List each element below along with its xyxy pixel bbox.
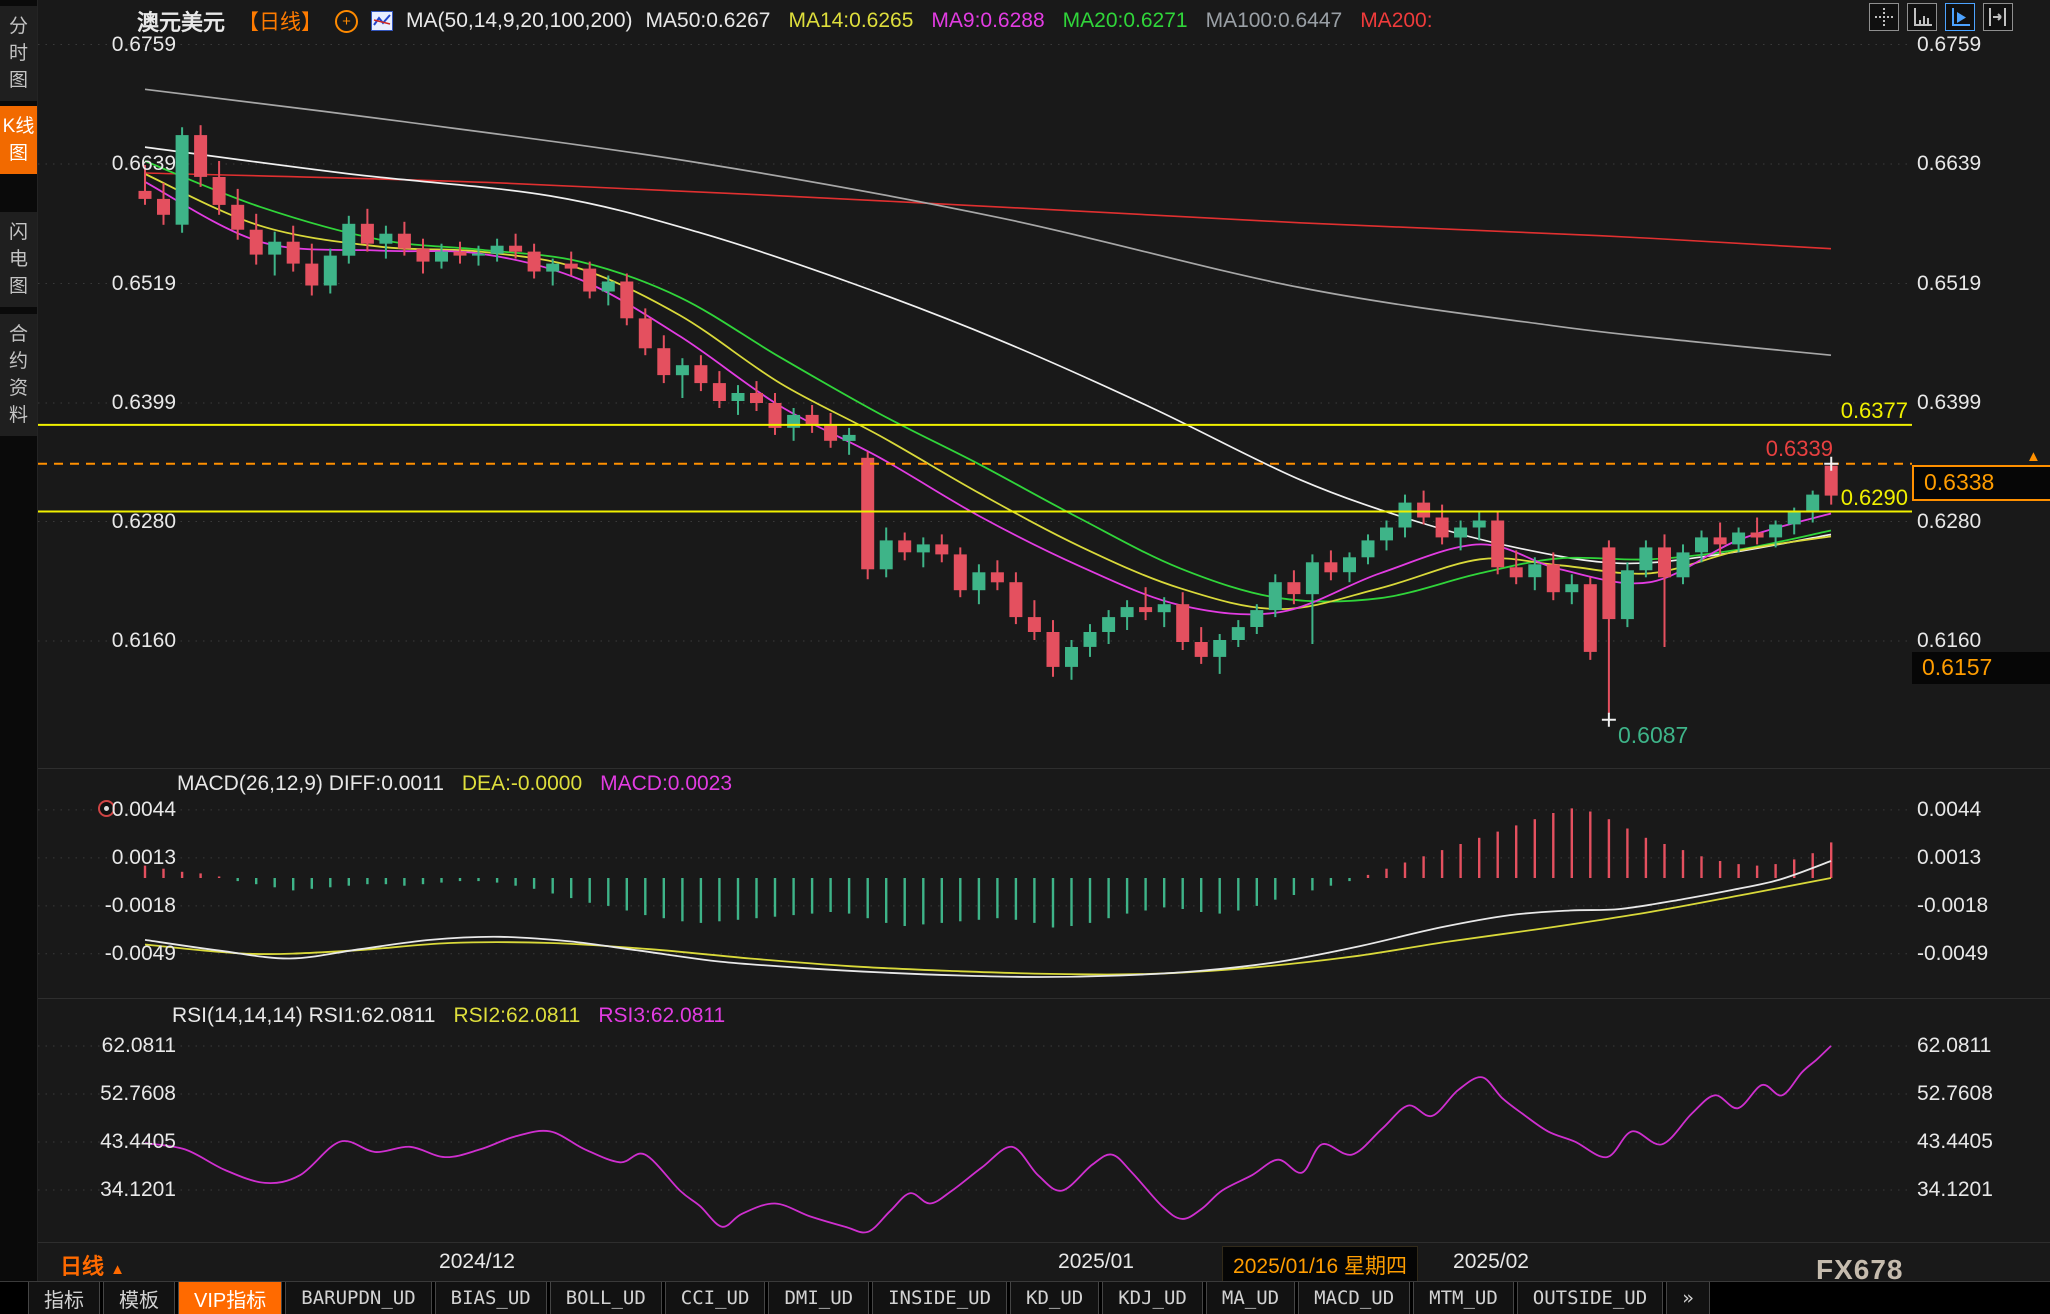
toolbar-item-kd_ud[interactable]: KD_UD	[1010, 1282, 1100, 1314]
rsi-title: RSI(14,14,14) RSI1:62.0811 RSI2:62.0811 RS…	[172, 1004, 725, 1028]
macd-axis-label-left: -0.0018	[104, 893, 176, 917]
toolbar-item-kdj_ud[interactable]: KDJ_UD	[1102, 1282, 1203, 1314]
period-arrow-icon: ▲	[110, 1261, 125, 1278]
toolbar-item-bias_ud[interactable]: BIAS_UD	[434, 1282, 547, 1314]
price-axis-label-left: 0.6399	[111, 391, 176, 414]
indicator-handle-icon[interactable]	[98, 800, 115, 817]
date-axis-label: 2025/02	[1453, 1250, 1529, 1273]
resistance-level-label: 0.6377	[1840, 397, 1908, 423]
macd-axis-label-right: -0.0018	[1917, 893, 1989, 917]
macd-axis-label-right: 0.0044	[1917, 797, 1982, 821]
indicator-title-part: RSI2:62.0811	[453, 1004, 581, 1027]
rsi-axis-label-right: 43.4405	[1917, 1129, 1993, 1153]
toolbar-item-inside_ud[interactable]: INSIDE_UD	[872, 1282, 1008, 1314]
toolbar-item-[interactable]: 模板	[103, 1282, 175, 1314]
add-indicator-icon[interactable]: +	[335, 9, 359, 33]
indicator-title-part: RSI3:62.0811	[598, 1004, 726, 1027]
support-level-label: 0.6290	[1840, 484, 1908, 510]
toolbar-item-ma_ud[interactable]: MA_UD	[1205, 1282, 1296, 1314]
macd-axis-label-left: 0.0044	[111, 797, 176, 821]
period-badge[interactable]: 【日线】	[238, 11, 323, 34]
price-up-arrow-icon: ▲	[2026, 447, 2041, 465]
axis-play-icon[interactable]	[1945, 3, 1975, 31]
price-axis-label-right: 0.6759	[1917, 32, 1982, 56]
macd-title: MACD(26,12,9) DIFF:0.0011 DEA:-0.0000 MACD…	[177, 772, 732, 796]
range-low-tag: 0.6157	[1912, 651, 2050, 684]
selected-date-tag: 2025/01/16 星期四	[1222, 1246, 1418, 1284]
rsi-axis-label-left: 52.7608	[100, 1081, 176, 1105]
toolbar-item-outside_ud[interactable]: OUTSIDE_UD	[1516, 1282, 1664, 1314]
ma-reading: MA9:0.6288	[931, 9, 1045, 32]
toolbar-item-dmi_ud[interactable]: DMI_UD	[768, 1282, 870, 1314]
rsi-axis-label-left: 43.4405	[100, 1129, 176, 1153]
price-axis-label-right: 0.6399	[1917, 391, 1982, 414]
ma-settings-label[interactable]: MA(50,14,9,20,100,200)	[406, 9, 633, 32]
indicator-title-part: MACD:0.0023	[600, 772, 733, 795]
chart-type-sidebar: 分时图 K线图闪电图合约资料	[0, 0, 38, 1281]
indicator-toolbar: 指标 模板 VIP指标 BARUPDN_UD BIAS_UD BOLL_UD CCI_UD D…	[0, 1281, 2050, 1314]
ma-reading: MA200:	[1360, 9, 1433, 32]
indicator-title-part: DEA:-0.0000	[461, 772, 583, 795]
indicator-title-part: MACD(26,12,9) DIFF:0.0011	[177, 772, 444, 795]
macd-axis-label-left: 0.0013	[111, 845, 176, 869]
toolbar-item-cci_ud[interactable]: CCI_UD	[664, 1282, 766, 1314]
price-axis-label-left: 0.6519	[111, 271, 176, 295]
toolbar-item-barupdn_ud[interactable]: BARUPDN_UD	[285, 1282, 432, 1314]
macd-axis-label-right: 0.0013	[1917, 845, 1982, 869]
date-axis-label: 2024/12	[439, 1250, 515, 1273]
toolbar-item-mtm_ud[interactable]: MTM_UD	[1413, 1282, 1514, 1314]
date-axis-label: 2025/01	[1058, 1250, 1134, 1273]
sidebar-tab-3[interactable]: 闪电图	[0, 212, 37, 307]
current-price-tag: 0.6338	[1912, 464, 2050, 501]
price-axis-label-left: 0.6759	[111, 32, 176, 56]
toolbar-item-[interactable]: 指标	[28, 1282, 100, 1314]
macd-axis-label-left: -0.0049	[104, 941, 176, 965]
rsi-axis-label-right: 34.1201	[1917, 1177, 1993, 1201]
crash-low-label: 0.6087	[1618, 721, 1689, 748]
ma-reading: MA14:0.6265	[788, 9, 914, 32]
symbol-name: 澳元美元	[137, 10, 226, 35]
price-axis-label-left: 0.6160	[111, 628, 176, 652]
mini-chart-icon[interactable]	[371, 11, 394, 31]
rsi-axis-label-right: 62.0811	[1917, 1034, 1992, 1057]
period-selector[interactable]: 日线 ▲	[60, 1249, 125, 1281]
period-label: 日线	[60, 1254, 105, 1279]
chart-header: 澳元美元 【日线】 + MA(50,14,9,20,100,200) MA50:…	[137, 5, 1433, 37]
sidebar-tab-4[interactable]: 合约资料	[0, 314, 37, 436]
price-axis-label-right: 0.6639	[1917, 152, 1982, 175]
toolbar-item-macd_ud[interactable]: MACD_UD	[1298, 1282, 1411, 1314]
ma-reading: MA100:0.6447	[1205, 9, 1343, 32]
sidebar-tab-2[interactable]: K线图	[0, 106, 37, 174]
rsi-axis-label-left: 34.1201	[100, 1177, 176, 1201]
price-axis-label-right: 0.6160	[1917, 628, 1982, 652]
alert-price-label: 0.6339	[1765, 435, 1833, 461]
toolbar-item-[interactable]: »	[1666, 1282, 1710, 1314]
ma-reading: MA50:0.6267	[645, 9, 771, 32]
rsi-axis-label-right: 52.7608	[1917, 1081, 1993, 1105]
price-axis-label-left: 0.6280	[111, 509, 176, 533]
toolbar-item-vip[interactable]: VIP指标	[178, 1282, 283, 1314]
ma-reading: MA20:0.6271	[1062, 9, 1188, 32]
watermark: FX678	[1816, 1254, 1904, 1285]
pan-icon[interactable]	[1869, 3, 1899, 31]
price-axis-label-left: 0.6639	[111, 152, 176, 175]
sidebar-tab-1[interactable]: 分时图	[0, 6, 37, 101]
indicator-title-part: RSI(14,14,14) RSI1:62.0811	[172, 1004, 436, 1027]
ma-readings: MA50:0.6267 MA14:0.6265 MA9:0.6288 MA20:0.6…	[646, 9, 1433, 33]
price-axis-label-right: 0.6519	[1917, 271, 1982, 295]
price-axis-label-right: 0.6280	[1917, 509, 1982, 533]
toolbar-item-boll_ud[interactable]: BOLL_UD	[549, 1282, 662, 1314]
macd-axis-label-right: -0.0049	[1917, 941, 1989, 965]
rsi-axis-label-left: 62.0811	[101, 1034, 176, 1057]
axis-left-icon[interactable]	[1907, 3, 1937, 31]
axis-exit-icon[interactable]	[1983, 3, 2013, 31]
